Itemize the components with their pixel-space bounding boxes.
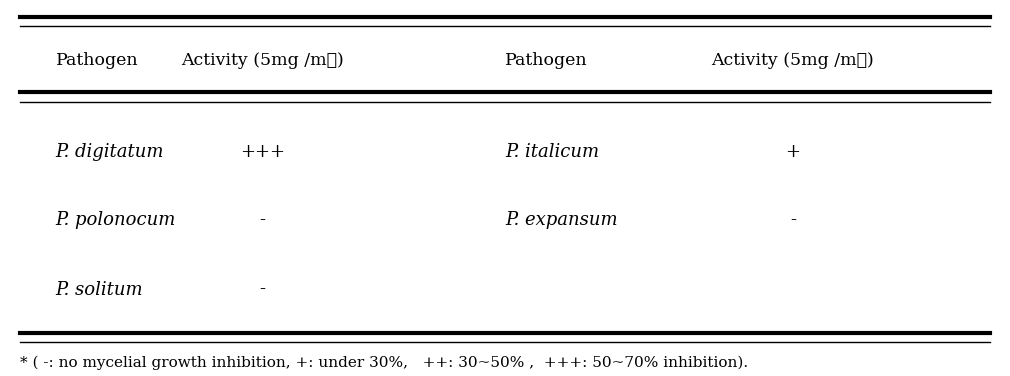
- Text: -: -: [260, 280, 266, 299]
- Text: P. digitatum: P. digitatum: [56, 143, 164, 161]
- Text: Activity (5mg /mℓ): Activity (5mg /mℓ): [711, 52, 875, 69]
- Text: P. polonocum: P. polonocum: [56, 211, 176, 229]
- Text: -: -: [260, 211, 266, 229]
- Text: Pathogen: Pathogen: [505, 52, 588, 69]
- Text: * ( -: no mycelial growth inhibition, +: under 30%,   ++: 30~50% ,  +++: 50~70% : * ( -: no mycelial growth inhibition, +:…: [20, 356, 748, 370]
- Text: Activity (5mg /mℓ): Activity (5mg /mℓ): [181, 52, 344, 69]
- Text: P. italicum: P. italicum: [505, 143, 599, 161]
- Text: -: -: [790, 211, 796, 229]
- Text: Pathogen: Pathogen: [56, 52, 138, 69]
- Text: +++: +++: [240, 143, 285, 161]
- Text: +: +: [786, 143, 800, 161]
- Text: P. solitum: P. solitum: [56, 280, 143, 299]
- Text: P. expansum: P. expansum: [505, 211, 618, 229]
